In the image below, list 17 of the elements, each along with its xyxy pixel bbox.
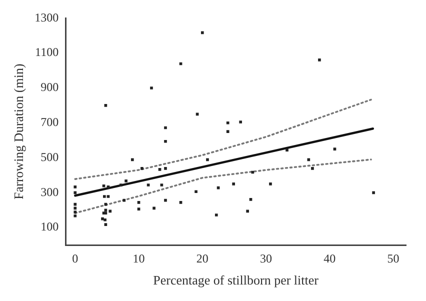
x-tick-label: 0 [72,251,78,266]
y-axis-title: Farrowing Duration (min) [11,64,26,200]
x-axis-title: Percentage of stillborn per litter [153,272,320,288]
y-tick-label: 100 [40,220,59,234]
y-tick-label: 300 [40,184,59,199]
y-tick-label: 1100 [35,45,59,60]
x-tick-label: 50 [387,251,400,266]
y-tick-label: 1300 [34,10,59,24]
line-series [74,98,372,180]
x-tick-label: 30 [260,251,272,266]
y-tick-label: 500 [40,150,59,164]
x-tick-label: 40 [324,251,336,266]
y-tick-label: 900 [40,80,59,94]
x-tick-label: 10 [132,251,145,266]
line-series [74,158,372,214]
x-tick-label: 20 [196,251,208,266]
y-tick-label: 700 [40,115,59,130]
